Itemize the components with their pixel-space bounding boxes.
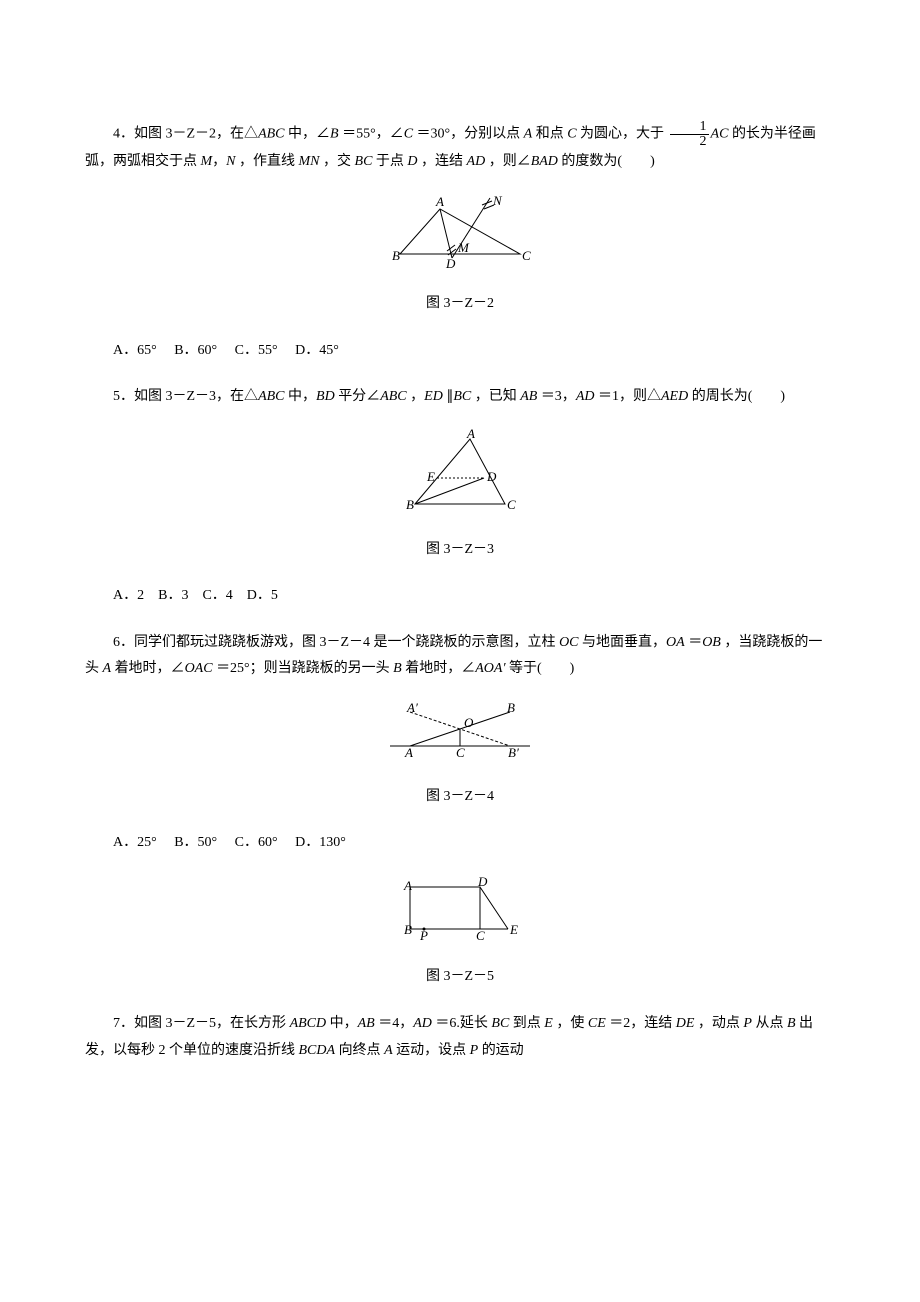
svg-text:A: A [403, 878, 412, 893]
q7-text: 7．如图 3－Z－5，在长方形 ABCD 中，AB ＝4，AD ＝6.延长 BC… [85, 1011, 835, 1064]
svg-text:C: C [456, 745, 465, 760]
svg-text:D: D [445, 256, 456, 269]
svg-text:B: B [406, 497, 414, 512]
q5-text: 5．如图 3－Z－3，在△ABC 中，BD 平分∠ABC ，ED ∥BC ，已知… [85, 384, 835, 411]
svg-text:B′: B′ [508, 745, 519, 760]
svg-text:O: O [464, 715, 474, 730]
svg-text:P: P [419, 928, 428, 942]
caption-3z4: 图 3－Z－4 [85, 784, 835, 811]
svg-text:C: C [476, 928, 485, 942]
caption-3z2: 图 3－Z－2 [85, 291, 835, 318]
svg-text:C: C [522, 248, 531, 263]
svg-text:B: B [404, 922, 412, 937]
figure-3z5: A B C D E P [85, 877, 835, 953]
svg-text:B: B [507, 701, 515, 715]
svg-text:E: E [509, 922, 518, 937]
svg-text:A: A [466, 429, 475, 441]
q6-options: A．25° B．50° C．60° D．130° [85, 830, 835, 857]
figure-3z3: A B C D E [85, 429, 835, 525]
caption-3z5: 图 3－Z－5 [85, 964, 835, 991]
svg-text:D: D [486, 469, 497, 484]
figure-3z4: A A′ B B′ C O [85, 701, 835, 772]
q5-options: A．2 B．3 C．4 D．5 [85, 583, 835, 610]
svg-text:D: D [477, 877, 488, 889]
svg-text:E: E [426, 469, 435, 484]
svg-text:B: B [392, 248, 400, 263]
svg-text:A: A [404, 745, 413, 760]
svg-text:M: M [457, 240, 470, 255]
svg-text:A′: A′ [406, 701, 418, 715]
caption-3z3: 图 3－Z－3 [85, 537, 835, 564]
fraction-half: 1 2 [670, 120, 709, 149]
q4-options: A．65° B．60° C．55° D．45° [85, 338, 835, 365]
q4-text: 4．如图 3－Z－2，在△ABC 中，∠B ＝55°，∠C ＝30°，分别以点 … [85, 120, 835, 176]
q6-text: 6．同学们都玩过跷跷板游戏，图 3－Z－4 是一个跷跷板的示意图，立柱 OC 与… [85, 630, 835, 683]
svg-text:N: N [492, 194, 503, 208]
figure-3z2: A B C D M N [85, 194, 835, 280]
svg-text:C: C [507, 497, 516, 512]
svg-text:A: A [435, 194, 444, 209]
